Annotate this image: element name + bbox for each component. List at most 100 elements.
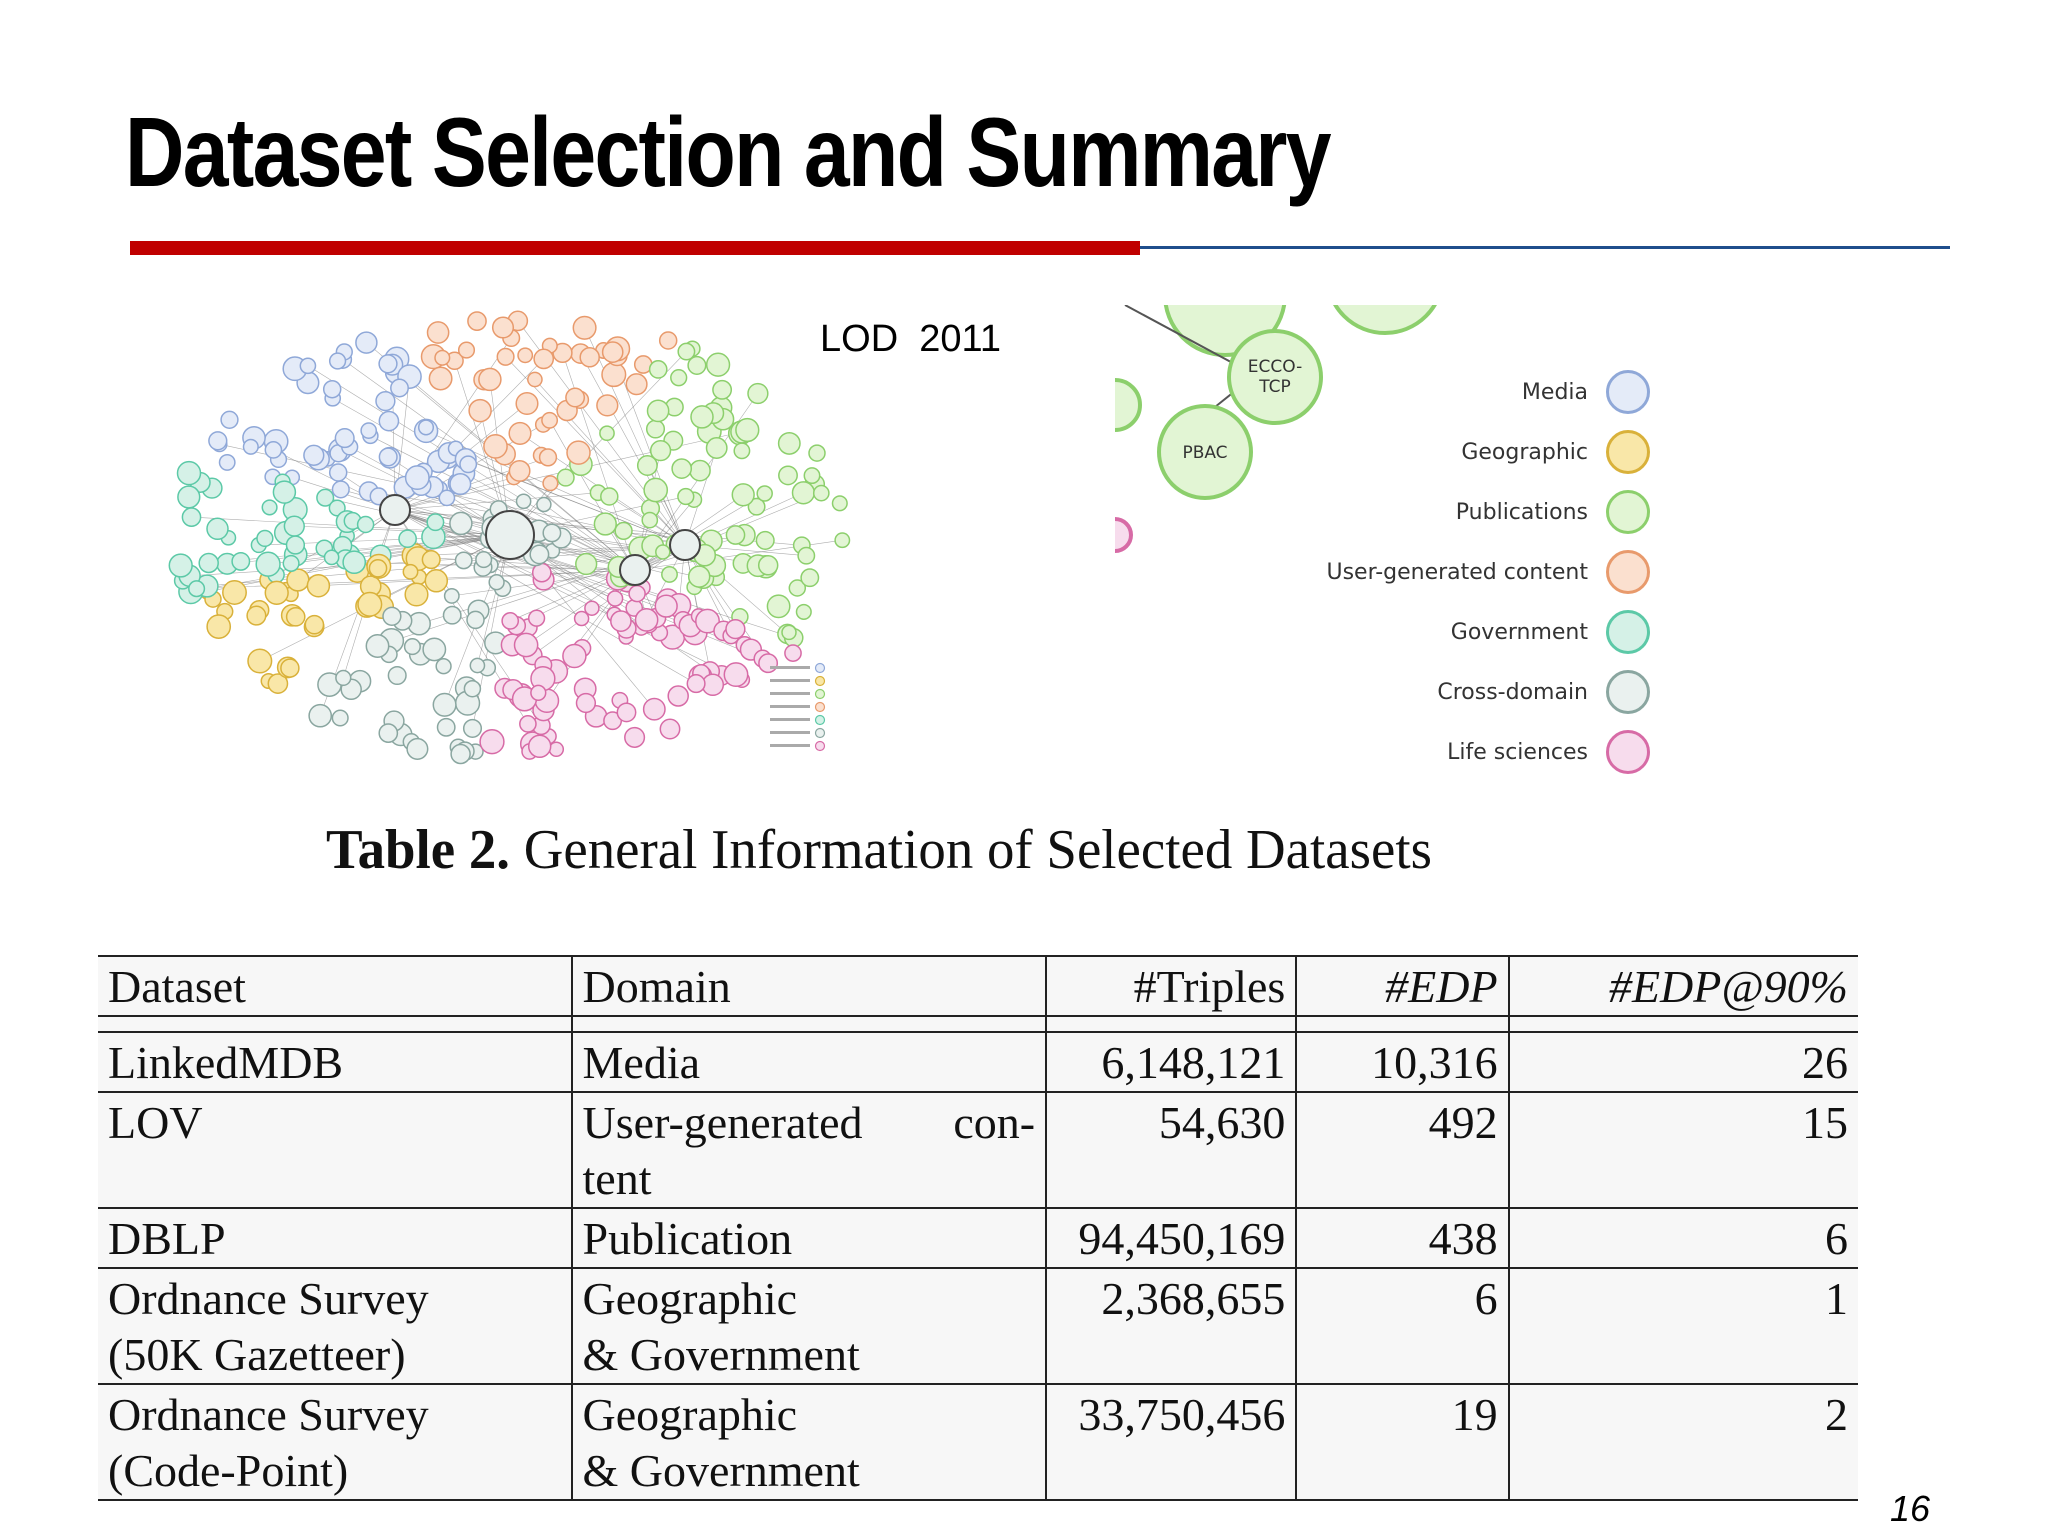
table-caption-label: Table 2. (326, 819, 511, 881)
lod-node (733, 442, 751, 460)
cell-dataset: DBLP (98, 1207, 572, 1268)
lod-node (530, 684, 547, 701)
lod-node (272, 480, 297, 504)
node-pbac (1157, 404, 1253, 500)
lod-node (784, 644, 802, 662)
table-row: LinkedMDB Media 6,148,121 10,316 26 (98, 1031, 1858, 1092)
lod-node (645, 419, 666, 439)
lod-node (788, 579, 807, 597)
lod-node (404, 582, 429, 607)
lod-node (267, 673, 289, 694)
cell-triples: 33,750,456 (1045, 1383, 1297, 1501)
lod-node (659, 718, 681, 740)
lod-node (198, 552, 219, 574)
lod-node (757, 555, 779, 576)
lod-node (475, 551, 493, 569)
cell-edp90: 2 (1507, 1383, 1858, 1501)
lod-node (426, 321, 450, 344)
lod-node (316, 488, 335, 507)
lod-node (206, 517, 229, 541)
lod-node (566, 440, 591, 465)
legend-label: Publications (1455, 499, 1588, 525)
lod-node (800, 568, 820, 588)
lod-node (731, 483, 755, 507)
lod-node (285, 535, 306, 555)
lod-node (181, 507, 202, 527)
lod-node (467, 311, 487, 331)
lod-node (778, 465, 798, 486)
lod-node (261, 499, 278, 516)
lod-node (533, 348, 555, 370)
lod-node (421, 550, 441, 570)
lod-node (519, 715, 537, 733)
lod-node (705, 352, 731, 377)
legend-swatch (1606, 490, 1650, 534)
lod-node (246, 605, 267, 626)
lod-node (491, 316, 515, 339)
lod-node (442, 605, 462, 625)
lod-node (382, 606, 402, 626)
lod-node (335, 669, 352, 687)
lod-node (304, 614, 325, 635)
lod-mini-legend-swatch (814, 675, 826, 687)
lod-mini-legend-label (770, 731, 810, 734)
lod-node (677, 342, 696, 361)
lod-node (517, 347, 534, 364)
table-row: DBLP Publication 94,450,169 438 6 (98, 1207, 1858, 1268)
lod-mini-legend-label (770, 692, 810, 695)
lod-node (242, 438, 259, 455)
cell-dataset-line2: (50K Gazetteer) (108, 1329, 406, 1380)
lod-node (658, 331, 678, 350)
lod-node (323, 549, 340, 566)
header-domain: Domain (570, 955, 1047, 1017)
lod-node (654, 594, 678, 618)
lod-node (527, 734, 552, 759)
lod-node (177, 485, 201, 509)
lod-node (642, 697, 666, 721)
lod-mini-legend-swatch (814, 740, 826, 752)
cell-edp: 10,316 (1295, 1031, 1509, 1092)
lod-mini-legend-swatch (814, 701, 826, 713)
lod-node (601, 341, 624, 363)
lod-node (459, 455, 478, 474)
lod-node (218, 453, 236, 471)
lod-node (404, 465, 430, 491)
cell-dataset-line1: Ordnance Survey (108, 1273, 429, 1324)
lod-node (355, 331, 378, 354)
lod-node (606, 590, 624, 607)
lod-node (356, 515, 375, 534)
lod-node (556, 468, 575, 487)
legend-swatch (1606, 370, 1650, 414)
lod-node (438, 489, 456, 507)
lod-node (436, 717, 456, 737)
lod-node (428, 366, 453, 391)
lod-node (527, 371, 543, 388)
lod-node (222, 580, 247, 605)
legend-label: Geographic (1461, 439, 1588, 465)
legend-swatch (1606, 730, 1650, 774)
lod-mini-legend-swatch (814, 727, 826, 739)
lod-node (777, 431, 801, 455)
zoom-nodes: ECCO-TCP PBAC (1115, 305, 1437, 553)
lod-node (536, 496, 552, 513)
lod-node (463, 679, 482, 698)
lod-node (417, 419, 435, 436)
lod-node (280, 658, 300, 678)
lod-node (579, 347, 600, 368)
cell-edp90: 26 (1507, 1031, 1858, 1092)
lod-mini-legend-label (770, 679, 810, 682)
lod-node (434, 349, 451, 366)
cell-domain: Geographic & Government (570, 1267, 1047, 1384)
lod-hub-node (485, 510, 535, 560)
lod-node (803, 467, 821, 485)
lod-mini-legend-label (770, 666, 810, 669)
lod-node (508, 459, 531, 482)
lod-node (255, 551, 281, 577)
legend-item-publications: Publications (1456, 482, 1650, 542)
table-caption: Table 2. General Information of Selected… (326, 818, 1432, 882)
lod-node (797, 546, 816, 565)
lod-node (670, 369, 688, 387)
lod-mini-legend-swatch (814, 662, 826, 674)
lod-cloud-image (168, 310, 851, 765)
slide-title: Dataset Selection and Summary (125, 97, 1332, 207)
